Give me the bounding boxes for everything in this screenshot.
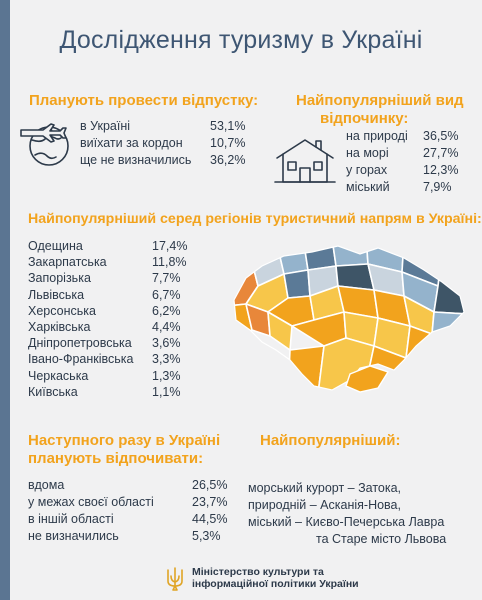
region-label: Черкаська [28,368,89,383]
rest-row: у горах 12,3% [346,162,466,178]
region-value: 1,3% [152,368,181,383]
region-value: 4,4% [152,320,181,334]
region-label: Закарпатська [28,255,107,270]
next-time-value: 23,7% [192,495,228,509]
region-row: Запорізька 7,7% [28,270,228,286]
region-row: Харківська 4,4% [28,319,228,335]
region-value: 17,4% [152,239,188,253]
ukraine-map [233,245,465,393]
next-time-heading-line2: планують відпочивати: [28,450,204,467]
region-row: Херсонська 6,2% [28,303,228,319]
region-row: Львівська 6,7% [28,287,228,303]
most-popular-heading: Найпопулярніший: [260,432,401,449]
region-label: Київська [28,384,78,399]
region-label: Херсонська [28,303,96,318]
region-value: 7,7% [152,271,181,286]
rest-label: у горах [346,163,388,177]
rest-label: на природі [346,129,408,143]
next-time-row: вдома 26,5% [28,477,228,493]
next-time-value: 5,3% [192,529,221,543]
page-title: Дослідження туризму в Україні [59,26,423,54]
rest-row: міський 7,9% [346,179,466,195]
most-popular-line: морський курорт – Затока, [248,481,402,495]
vacation-label: в Україні [80,119,131,133]
rest-label: на морі [346,146,389,160]
vacation-row: ще не визначились 36,2% [80,152,245,168]
region-label: Одещина [28,239,83,253]
region-row: Івано-Франківська 3,3% [28,351,228,367]
rest-type-heading-line2: відпочинку: [320,110,409,127]
region-value: 3,3% [152,352,181,367]
rest-type-heading-line1: Найпопулярніший вид [296,92,464,109]
rest-label: міський [346,180,390,194]
rest-row: на морі 27,7% [346,145,466,161]
next-time-heading-line1: Наступного разу в Україні [28,432,221,449]
rest-value: 12,3% [423,163,459,177]
rest-value: 27,7% [423,146,459,160]
trident-icon [167,567,183,591]
footer-line1: Міністерство культури та [192,566,324,578]
region-label: Запорізька [28,271,91,286]
region-value: 6,2% [152,303,181,318]
most-popular-line: міський – Києво-Печерська Лавра [248,515,445,529]
region-value: 1,1% [152,384,181,399]
region-row: Одещина 17,4% [28,238,228,254]
next-time-row: в іншій області 44,5% [28,511,228,527]
vacation-value: 53,1% [210,119,246,133]
next-time-value: 44,5% [192,512,228,526]
left-accent-bar [0,0,10,600]
next-time-value: 26,5% [192,478,228,492]
next-time-label: в іншій області [28,512,114,526]
region-row: Черкаська 1,3% [28,368,228,384]
region-row: Київська 1,1% [28,384,228,400]
region-label: Львівська [28,287,85,302]
next-time-label: вдома [28,478,65,492]
rest-value: 36,5% [423,129,459,143]
region-label: Харківська [28,320,91,334]
region-value: 11,8% [152,255,187,270]
vacation-plan-heading: Планують провести відпустку: [29,92,259,109]
rest-value: 7,9% [423,180,452,194]
globe-plane-icon [20,123,69,166]
next-time-label: у межах своєї області [28,495,154,509]
region-label: Дніпропетровська [28,336,132,351]
next-time-row: у межах своєї області 23,7% [28,494,228,510]
region-label: Івано-Франківська [28,352,134,367]
vacation-label: виїхати за кордон [80,136,183,150]
regions-heading: Найпопулярніший серед регіонів туристичн… [28,211,482,227]
rest-row: на природі 36,5% [346,128,466,144]
house-icon [274,139,336,183]
footer-ministry: Міністерство культури та інформаційної п… [192,566,359,590]
region-row: Дніпропетровська 3,6% [28,335,228,351]
vacation-value: 36,2% [210,153,246,167]
most-popular-line: природній – Асканія-Нова, [248,498,401,512]
region-value: 3,6% [152,336,181,351]
vacation-label: ще не визначились [80,153,192,167]
vacation-row: в Україні 53,1% [80,118,245,134]
vacation-value: 10,7% [210,136,246,150]
region-row: Закарпатська 11,8% [28,254,228,270]
next-time-label: не визначились [28,529,119,543]
footer-line2: інформаційної політики України [192,578,359,590]
vacation-row: виїхати за кордон 10,7% [80,135,245,151]
most-popular-line: та Старе місто Львова [316,532,447,546]
region-value: 6,7% [152,287,181,302]
next-time-row: не визначились 5,3% [28,528,228,544]
